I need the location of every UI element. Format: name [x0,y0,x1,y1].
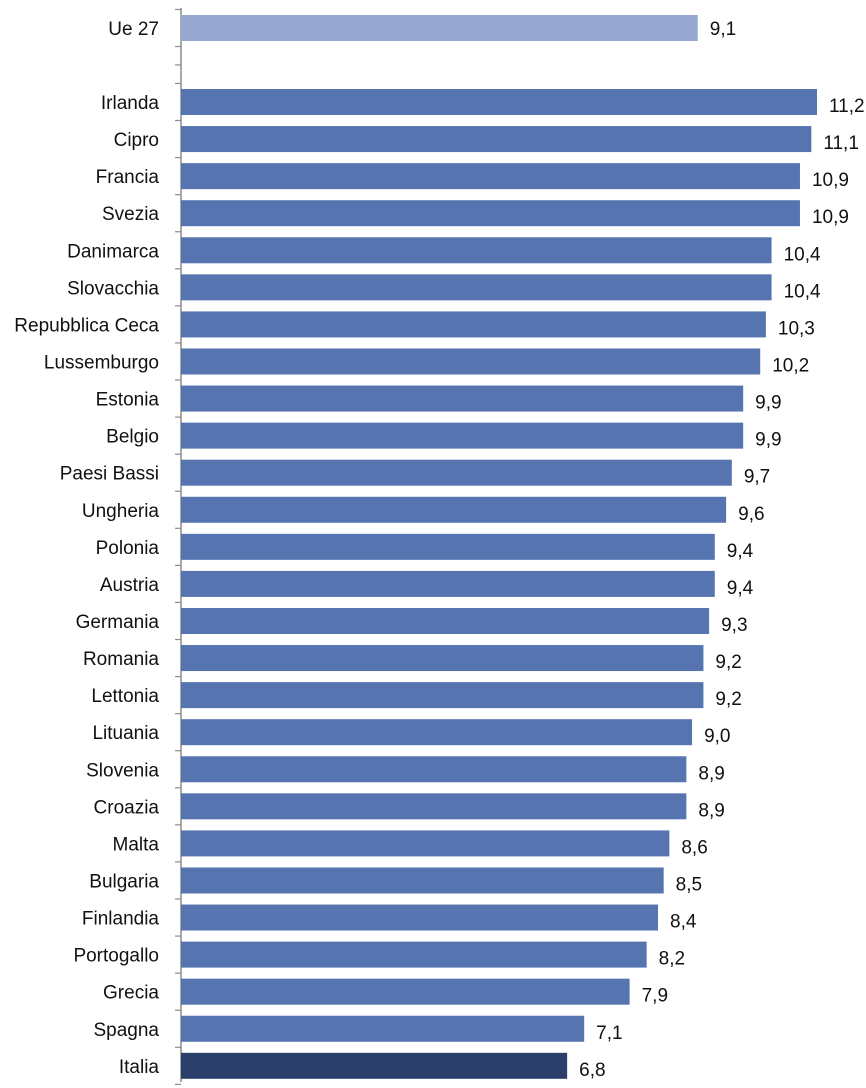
category-label-finlandia: Finlandia [82,909,160,930]
bar-portogallo [181,941,647,968]
value-label-danimarca: 10,4 [784,244,821,265]
category-label-polonia: Polonia [96,538,160,559]
value-label-bulgaria: 8,5 [676,874,702,895]
value-label-slovacchia: 10,4 [784,281,821,302]
value-label-paesi-bassi: 9,7 [744,467,770,488]
bar-repubblica-ceca [181,311,766,338]
value-labels: 9,1 11,2 11,1 10,9 10,9 10,4 10,4 10,3 10,2 9,9 9,… [579,19,864,1081]
bar-svezia [181,200,800,227]
value-label-portogallo: 8,2 [659,949,685,970]
category-label-portogallo: Portogallo [73,946,159,967]
bar-spagna [181,1015,585,1042]
category-label-spagna: Spagna [93,1020,159,1041]
category-label-lussemburgo: Lussemburgo [44,352,159,373]
bar-finlandia [181,904,658,931]
bar-polonia [181,533,715,560]
category-labels: Ue 27 Irlanda Cipro Francia Svezia Danimarca S… [14,19,159,1078]
bar-cipro [181,126,812,153]
category-label-repubblica-ceca: Repubblica Ceca [14,315,159,336]
bar-estonia [181,385,744,412]
value-label-spagna: 7,1 [596,1023,622,1044]
bar-italia [181,1052,568,1079]
category-label-grecia: Grecia [103,983,159,1004]
bar-francia [181,163,800,190]
value-label-austria: 9,4 [727,578,754,599]
bar-austria [181,570,715,597]
value-label-lituania: 9,0 [704,726,730,747]
category-label-germania: Germania [76,612,160,633]
bar-irlanda [181,89,817,115]
value-label-svezia: 10,9 [812,207,849,228]
category-label-croazia: Croazia [94,797,160,818]
bar-lussemburgo [181,348,761,375]
bar-slovenia [181,756,687,783]
bar-germania [181,607,710,634]
bar-ue-27 [181,15,698,41]
value-label-croazia: 8,9 [698,800,724,821]
category-label-ue-27: Ue 27 [108,19,159,40]
category-label-romania: Romania [83,649,159,670]
category-label-slovenia: Slovenia [86,760,159,781]
category-label-austria: Austria [100,575,160,596]
value-label-repubblica-ceca: 10,3 [778,318,815,339]
bar-slovacchia [181,274,772,301]
bar-lituania [181,719,693,746]
category-label-bulgaria: Bulgaria [89,871,159,892]
value-label-belgio: 9,9 [755,430,781,451]
category-label-estonia: Estonia [96,390,160,411]
value-label-grecia: 7,9 [642,986,668,1007]
bar-romania [181,645,704,672]
category-label-italia: Italia [119,1057,160,1078]
bar-paesi-bassi [181,459,732,486]
bar-belgio [181,422,744,449]
category-label-ungheria: Ungheria [82,501,160,522]
category-label-francia: Francia [96,167,160,188]
chart-axis [175,8,182,1085]
category-label-svezia: Svezia [102,204,159,225]
value-label-cipro: 11,1 [823,133,859,154]
chart-bars [181,15,817,1079]
value-label-slovenia: 8,9 [698,763,724,784]
bar-croazia [181,793,687,820]
category-label-danimarca: Danimarca [67,241,159,262]
category-label-lituania: Lituania [92,723,159,744]
value-label-polonia: 9,4 [727,541,754,562]
category-label-slovacchia: Slovacchia [67,278,159,299]
value-label-italia: 6,8 [579,1060,605,1081]
value-label-lussemburgo: 10,2 [772,355,809,376]
value-label-francia: 10,9 [812,170,849,191]
bar-bulgaria [181,867,664,894]
category-label-paesi-bassi: Paesi Bassi [60,464,159,485]
category-label-cipro: Cipro [114,130,159,151]
category-label-belgio: Belgio [106,427,159,448]
value-label-finlandia: 8,4 [670,912,697,933]
bar-ungheria [181,496,727,523]
bar-danimarca [181,237,772,264]
bar-malta [181,830,670,857]
bar-lettonia [181,682,704,709]
value-label-estonia: 9,9 [755,393,781,414]
value-label-romania: 9,2 [715,652,741,673]
value-label-ungheria: 9,6 [738,504,764,525]
value-label-irlanda: 11,2 [829,96,865,117]
category-label-malta: Malta [113,834,160,855]
bar-grecia [181,978,630,1005]
category-label-irlanda: Irlanda [101,93,160,114]
value-label-malta: 8,6 [681,837,707,858]
category-label-lettonia: Lettonia [91,686,159,707]
value-label-germania: 9,3 [721,615,747,636]
value-label-ue-27: 9,1 [710,19,736,40]
value-label-lettonia: 9,2 [715,689,741,710]
